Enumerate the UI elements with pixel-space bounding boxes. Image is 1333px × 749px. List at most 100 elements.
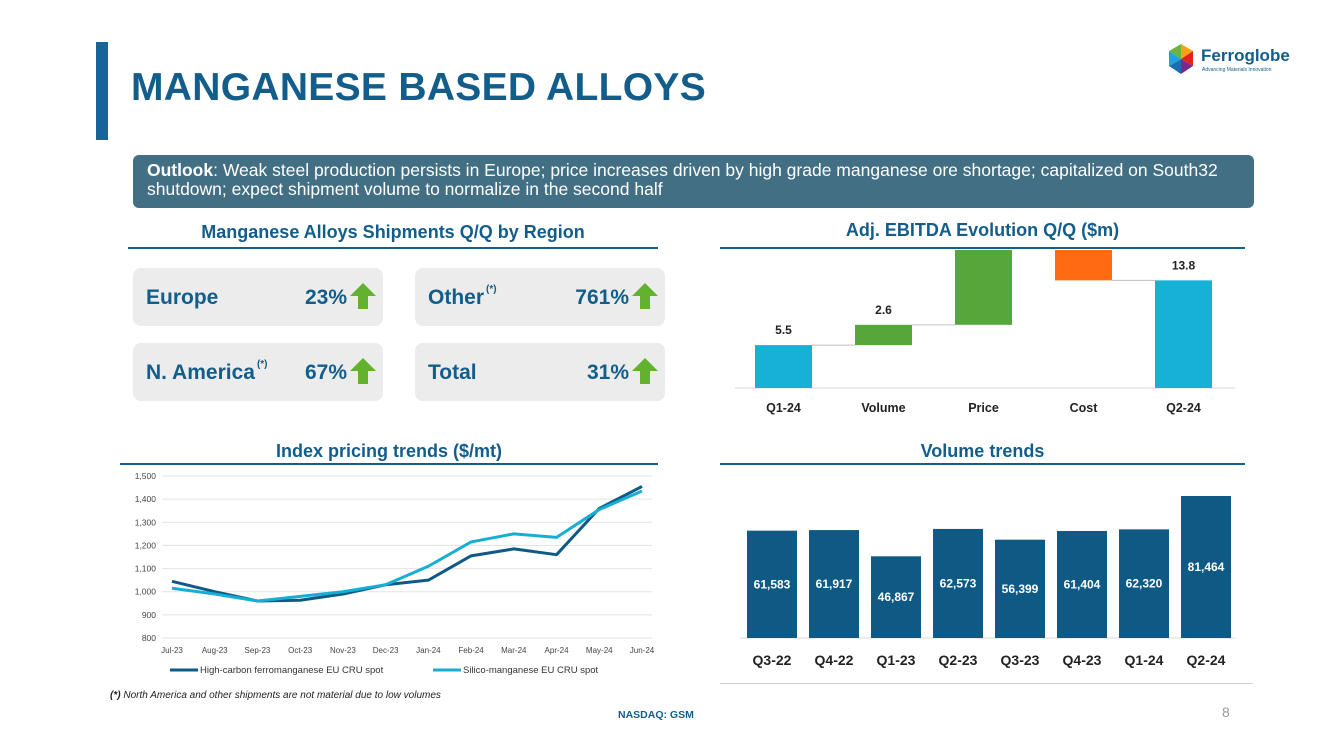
- x-tick-label: Mar-24: [501, 646, 527, 655]
- volume-chart-title: Volume trends: [920, 441, 1045, 461]
- waterfall-category-label: Q2-24: [1166, 401, 1201, 415]
- volume-data-label: 81,464: [1188, 560, 1225, 574]
- region-card-other: Other (*) 761%: [415, 268, 665, 326]
- volume-title-rule: [720, 463, 1245, 465]
- y-tick-label: 900: [142, 610, 156, 620]
- waterfall-data-label: 5.5: [775, 323, 792, 337]
- volume-data-label: 61,917: [816, 577, 853, 591]
- outlook-text: : Weak steel production persists in Euro…: [147, 160, 1218, 199]
- y-tick-label: 800: [142, 633, 156, 643]
- volume-category-label: Q1-23: [877, 652, 916, 668]
- x-tick-label: Jan-24: [416, 646, 441, 655]
- company-logo: Ferroglobe Advancing Materials Innovatio…: [1166, 43, 1296, 77]
- ebitda-waterfall-chart: 5.5Q1-242.6Volume9.7Price(4.0)Cost13.8Q2…: [735, 250, 1235, 415]
- y-tick-label: 1,500: [135, 471, 157, 481]
- waterfall-bar: [755, 345, 812, 388]
- region-card-north-america: N. America (*) 67%: [133, 343, 383, 401]
- outlook-box: Outlook: Weak steel production persists …: [133, 155, 1254, 208]
- y-tick-label: 1,000: [135, 587, 157, 597]
- volume-trends-bar-chart: 61,583 Q3-22 61,917 Q4-22 46,867 Q1-23 62,573 Q…: [740, 496, 1235, 668]
- waterfall-category-label: Volume: [861, 401, 905, 415]
- region-pct: 31%: [586, 361, 629, 384]
- volume-category-label: Q3-23: [1001, 652, 1040, 668]
- ticker-label: NASDAQ: GSM: [618, 709, 694, 721]
- volume-category-label: Q1-24: [1125, 652, 1164, 668]
- shipments-title: Manganese Alloys Shipments Q/Q by Region: [201, 222, 585, 242]
- volume-bar: [1057, 530, 1107, 638]
- footnote: (*) North America and other shipments ar…: [110, 690, 441, 701]
- series-line: [171, 489, 643, 603]
- region-name: Other (*): [428, 284, 497, 309]
- up-arrow-icon: [632, 358, 658, 384]
- up-arrow-icon: [632, 283, 658, 309]
- volume-data-label: 46,867: [878, 590, 915, 604]
- page-number: 8: [1222, 704, 1230, 720]
- y-tick-label: 1,300: [135, 517, 157, 527]
- waterfall-bar: [955, 250, 1012, 325]
- waterfall-bar: [1155, 280, 1212, 388]
- waterfall-category-label: Q1-24: [766, 401, 801, 415]
- logo-tagline: Advancing Materials Innovation: [1202, 67, 1272, 73]
- up-arrow-icon: [350, 283, 376, 309]
- x-tick-label: Dec-23: [373, 646, 399, 655]
- footer-rule: [720, 683, 1253, 684]
- volume-bar: [933, 528, 983, 638]
- ebitda-chart-title: Adj. EBITDA Evolution Q/Q ($m): [845, 220, 1120, 240]
- volume-category-label: Q4-23: [1063, 652, 1102, 668]
- x-tick-label: Feb-24: [458, 646, 484, 655]
- x-tick-label: Sep-23: [245, 646, 271, 655]
- x-tick-label: Oct-23: [288, 646, 313, 655]
- x-tick-label: May-24: [586, 646, 613, 655]
- logo-mark-icon: [1169, 44, 1193, 74]
- region-card-total: Total 31%: [415, 343, 665, 401]
- volume-bar: [995, 539, 1045, 638]
- volume-data-label: 61,583: [754, 577, 791, 591]
- volume-category-label: Q2-23: [939, 652, 978, 668]
- index-pricing-line-chart: 800 900 1,000 1,100 1,200 1,300 1,400 1,500 Jul-…: [135, 471, 655, 676]
- volume-bar: [747, 530, 797, 638]
- up-arrow-icon: [350, 358, 376, 384]
- region-pct: 23%: [304, 286, 347, 309]
- waterfall-bar: [1055, 250, 1112, 281]
- volume-data-label: 62,573: [940, 576, 977, 590]
- region-name: Total: [428, 361, 477, 384]
- volume-category-label: Q2-24: [1187, 652, 1226, 668]
- legend-label: High-carbon ferromanganese EU CRU spot: [200, 665, 384, 676]
- waterfall-data-label: 13.8: [1172, 258, 1196, 272]
- waterfall-category-label: Cost: [1070, 401, 1099, 415]
- y-tick-label: 1,100: [135, 564, 157, 574]
- volume-bar: [809, 530, 859, 638]
- x-tick-label: Nov-23: [330, 646, 356, 655]
- region-card-europe: Europe 23%: [133, 268, 383, 326]
- waterfall-category-label: Price: [968, 401, 999, 415]
- title-accent-bar: [96, 42, 108, 140]
- region-name: N. America (*): [146, 359, 268, 384]
- ebitda-title-rule: [720, 247, 1245, 249]
- volume-bar: [1119, 529, 1169, 638]
- volume-data-label: 62,320: [1126, 577, 1163, 591]
- x-tick-label: Aug-23: [202, 646, 228, 655]
- legend-label: Silico-manganese EU CRU spot: [463, 665, 599, 676]
- x-tick-label: Jun-24: [630, 646, 655, 655]
- volume-data-label: 56,399: [1002, 582, 1039, 596]
- pricing-title-rule: [120, 463, 658, 465]
- footnote-mark: (*): [256, 359, 268, 370]
- region-name: Europe: [146, 286, 219, 309]
- waterfall-bar: [855, 324, 912, 346]
- logo-wordmark: Ferroglobe: [1201, 46, 1290, 65]
- region-pct: 67%: [304, 361, 347, 384]
- y-tick-label: 1,200: [135, 540, 157, 550]
- volume-data-label: 61,404: [1064, 577, 1101, 591]
- shipments-title-rule: [128, 247, 658, 249]
- volume-category-label: Q3-22: [753, 652, 792, 668]
- series-line: [171, 485, 643, 603]
- page-title: MANGANESE BASED ALLOYS: [131, 66, 707, 109]
- volume-bar: [871, 556, 921, 638]
- outlook-label: Outlook: [147, 160, 214, 180]
- volume-category-label: Q4-22: [815, 652, 854, 668]
- x-tick-label: Jul-23: [161, 646, 183, 655]
- waterfall-data-label: 2.6: [875, 303, 892, 317]
- pricing-chart-title: Index pricing trends ($/mt): [275, 441, 503, 461]
- region-pct: 761%: [575, 286, 629, 309]
- footnote-mark: (*): [486, 284, 497, 295]
